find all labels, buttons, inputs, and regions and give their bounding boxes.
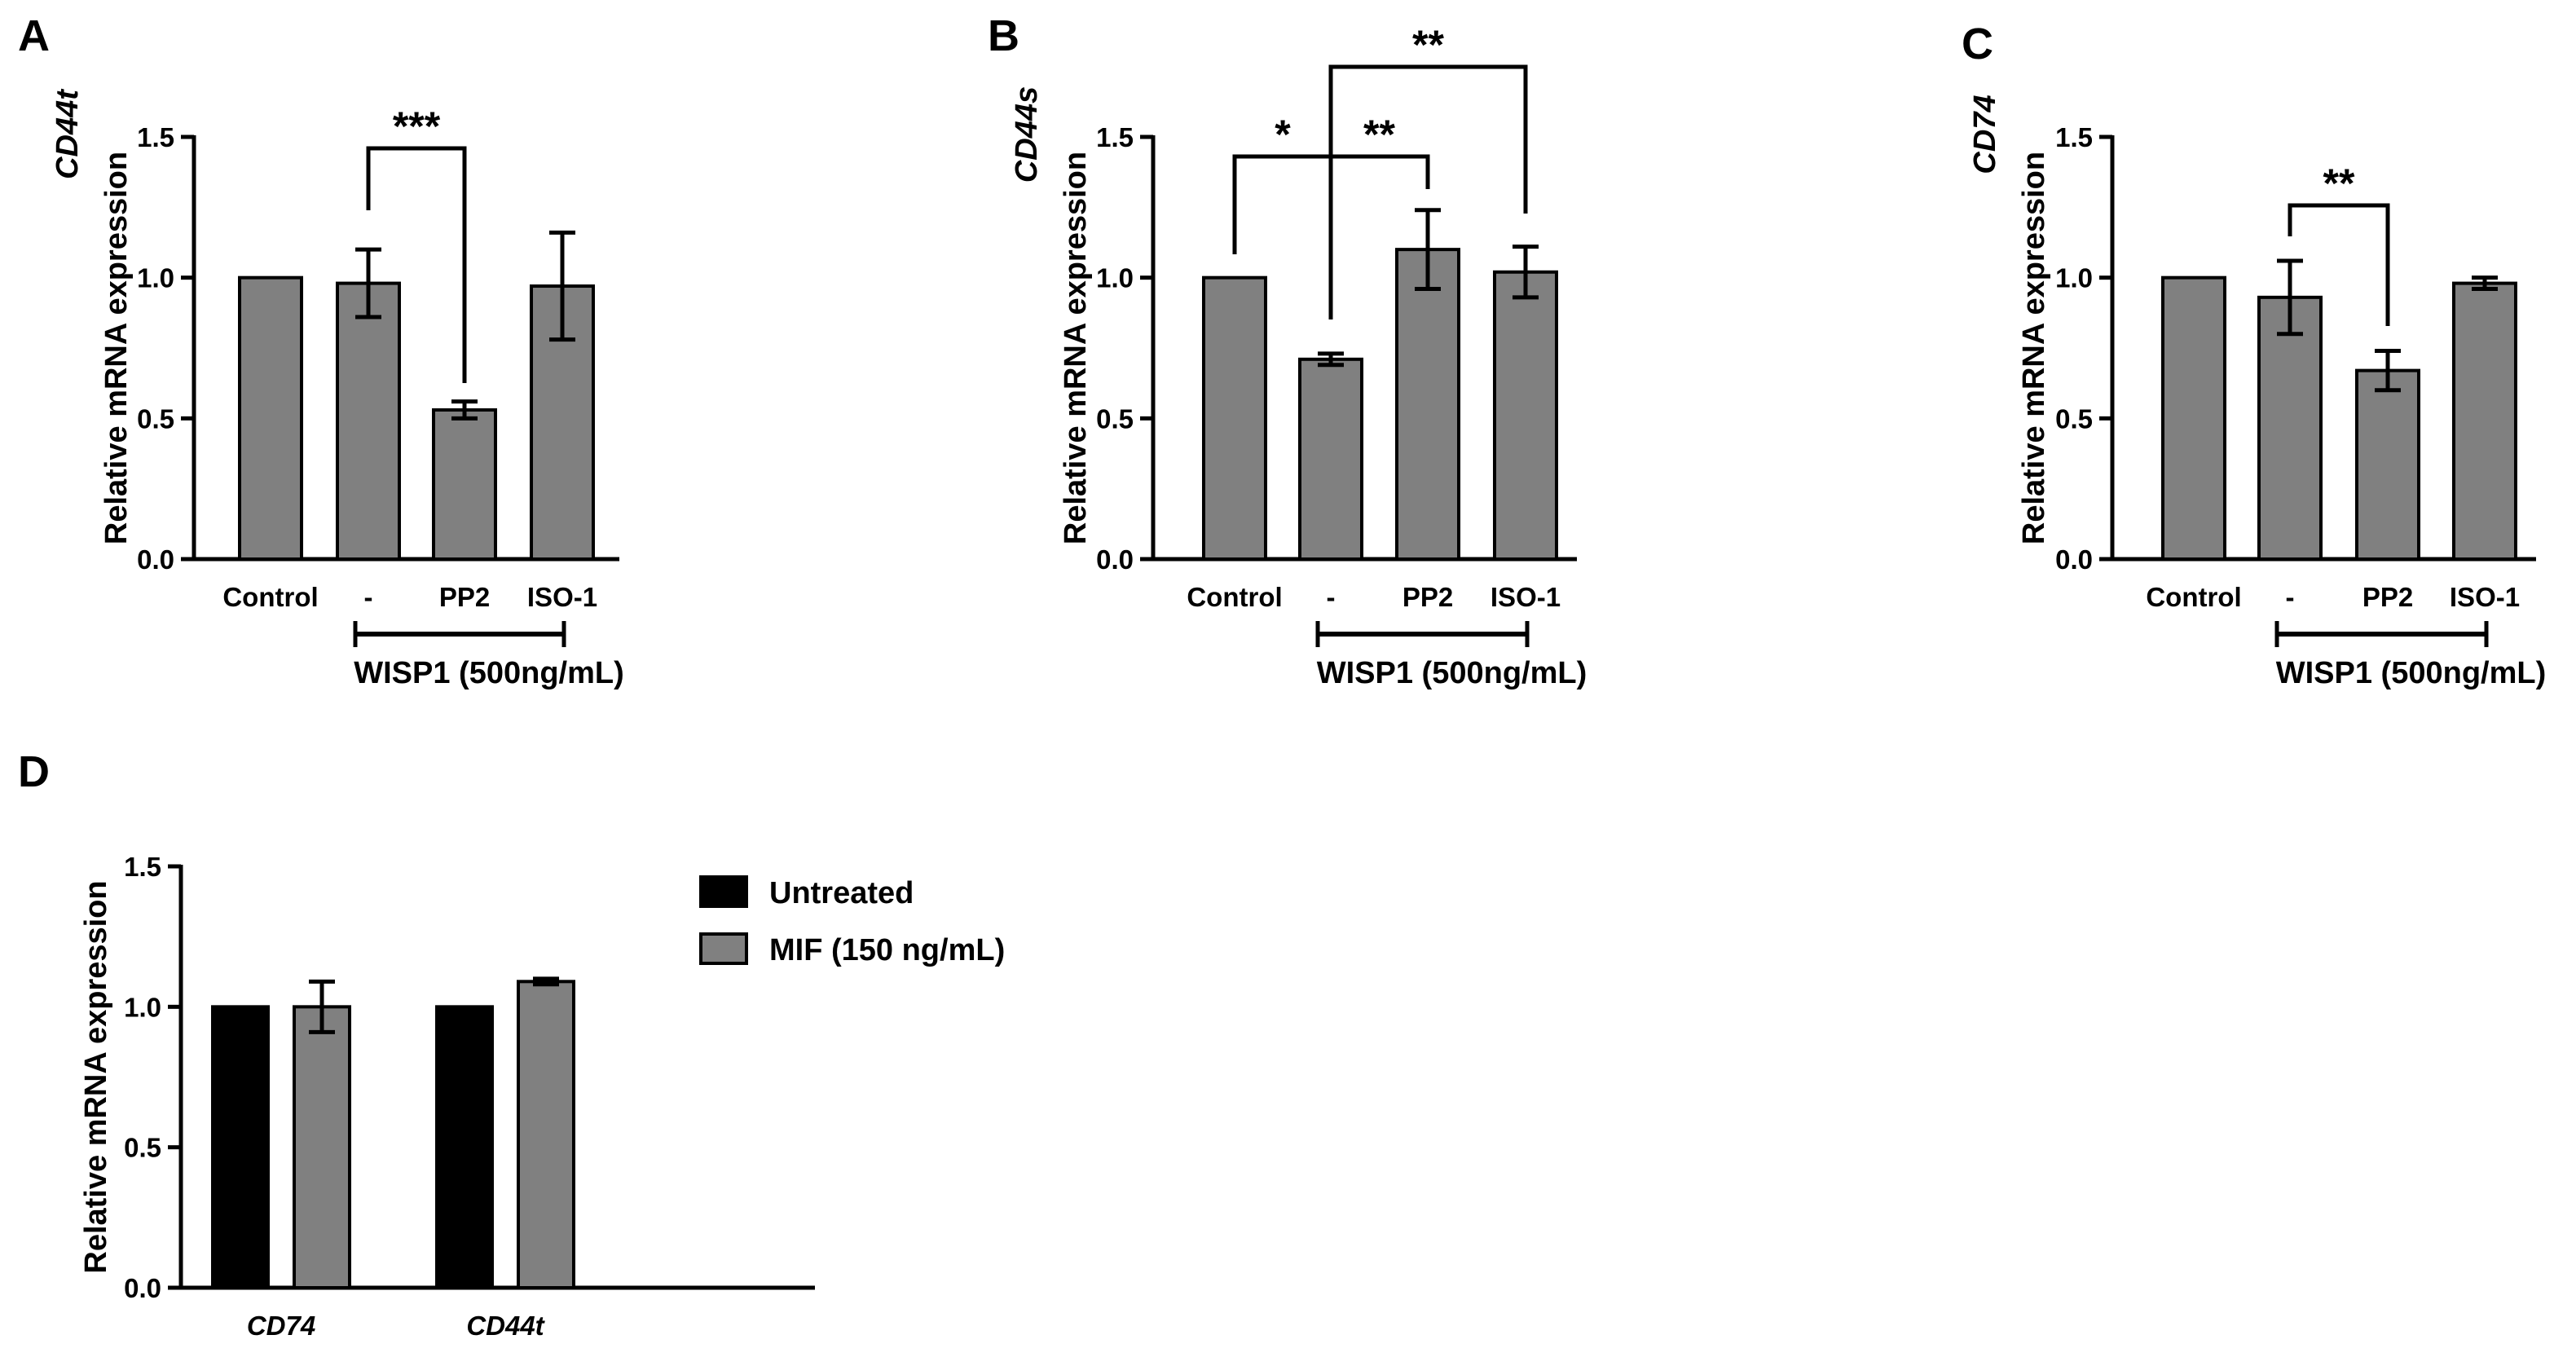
significance-bracket <box>2288 203 2390 326</box>
y-tick-label: 0.5 <box>124 1133 161 1163</box>
group-label: WISP1 (500ng/mL) <box>2276 656 2547 690</box>
x-tick-label: ISO-1 <box>527 582 597 612</box>
x-tick-label: Control <box>222 582 318 612</box>
bar <box>2161 275 2226 561</box>
significance-label: ** <box>1412 22 1444 68</box>
y-axis-gene-label: CD74 <box>1968 95 2002 174</box>
panel-d: D 0.0 0.5 1.0 1.5 Relative mRNA expression CD7… <box>18 747 1005 1341</box>
y-axis-label: Relative mRNA expression <box>79 880 113 1273</box>
x-tick-label: PP2 <box>439 582 490 612</box>
y-tick-label: 0.0 <box>137 544 174 575</box>
bar <box>211 1005 270 1290</box>
y-tick-label: 0.0 <box>2055 544 2093 575</box>
y-tick-label: 1.5 <box>2055 122 2093 152</box>
panel-letter: B <box>988 11 1019 60</box>
significance-label: * <box>1275 112 1291 157</box>
y-tick-label: 1.0 <box>1096 263 1134 293</box>
bar <box>336 281 401 561</box>
panel-letter: C <box>1962 20 1993 68</box>
x-tick-label: PP2 <box>2362 582 2413 612</box>
y-tick-label: 0.0 <box>124 1273 161 1303</box>
bar <box>432 408 497 561</box>
y-tick-label: 0.5 <box>137 403 174 434</box>
legend-swatch <box>699 875 748 908</box>
x-tick-label: - <box>364 582 373 612</box>
y-axis-label: Relative mRNA expression <box>2017 152 2051 544</box>
bar <box>1493 270 1558 561</box>
x-tick-label: Control <box>1187 582 1282 612</box>
y-tick-label: 1.0 <box>2055 263 2093 293</box>
group-label: WISP1 (500ng/mL) <box>354 656 624 690</box>
bar <box>2257 295 2323 561</box>
legend-swatch <box>699 932 748 965</box>
y-axis-gene-label: CD44t <box>51 89 85 179</box>
y-tick-label: 1.5 <box>1096 122 1134 152</box>
y-tick-label: 1.5 <box>137 122 174 152</box>
x-tick-label: CD74 <box>247 1311 315 1341</box>
bar <box>517 980 575 1290</box>
bar <box>1395 248 1460 561</box>
bar <box>2355 368 2420 562</box>
y-tick-label: 1.0 <box>137 263 174 293</box>
y-tick-label: 0.0 <box>1096 544 1134 575</box>
bar <box>435 1005 494 1290</box>
y-tick-label: 1.0 <box>124 992 161 1022</box>
x-tick-label: ISO-1 <box>1491 582 1561 612</box>
panel-letter: A <box>18 11 50 60</box>
significance-label: *** <box>393 104 441 149</box>
legend-label: MIF (150 ng/mL) <box>769 933 1005 967</box>
significance-label: ** <box>2323 161 2355 206</box>
x-tick-label: Control <box>2146 582 2241 612</box>
x-tick-label: CD44t <box>466 1311 545 1341</box>
bar <box>1202 275 1267 561</box>
x-tick-label: ISO-1 <box>2450 582 2520 612</box>
y-axis-gene-label: CD44s <box>1010 86 1044 183</box>
y-axis-label: Relative mRNA expression <box>99 152 134 544</box>
panel-letter: D <box>18 747 50 796</box>
x-tick-label: - <box>1327 582 1336 612</box>
bar <box>1298 357 1363 561</box>
y-tick-label: 0.5 <box>2055 403 2093 434</box>
significance-bracket <box>1328 64 1528 319</box>
bar <box>238 275 303 561</box>
group-label: WISP1 (500ng/mL) <box>1317 656 1587 690</box>
y-tick-label: 0.5 <box>1096 403 1134 434</box>
y-tick-label: 1.5 <box>124 852 161 882</box>
x-tick-label: - <box>2286 582 2295 612</box>
y-axis-label: Relative mRNA expression <box>1059 152 1093 544</box>
legend-label: Untreated <box>769 876 914 910</box>
bar <box>293 1005 351 1290</box>
significance-label: ** <box>1363 112 1395 157</box>
significance-bracket <box>366 146 467 383</box>
x-tick-label: PP2 <box>1402 582 1453 612</box>
bar <box>2452 281 2517 561</box>
